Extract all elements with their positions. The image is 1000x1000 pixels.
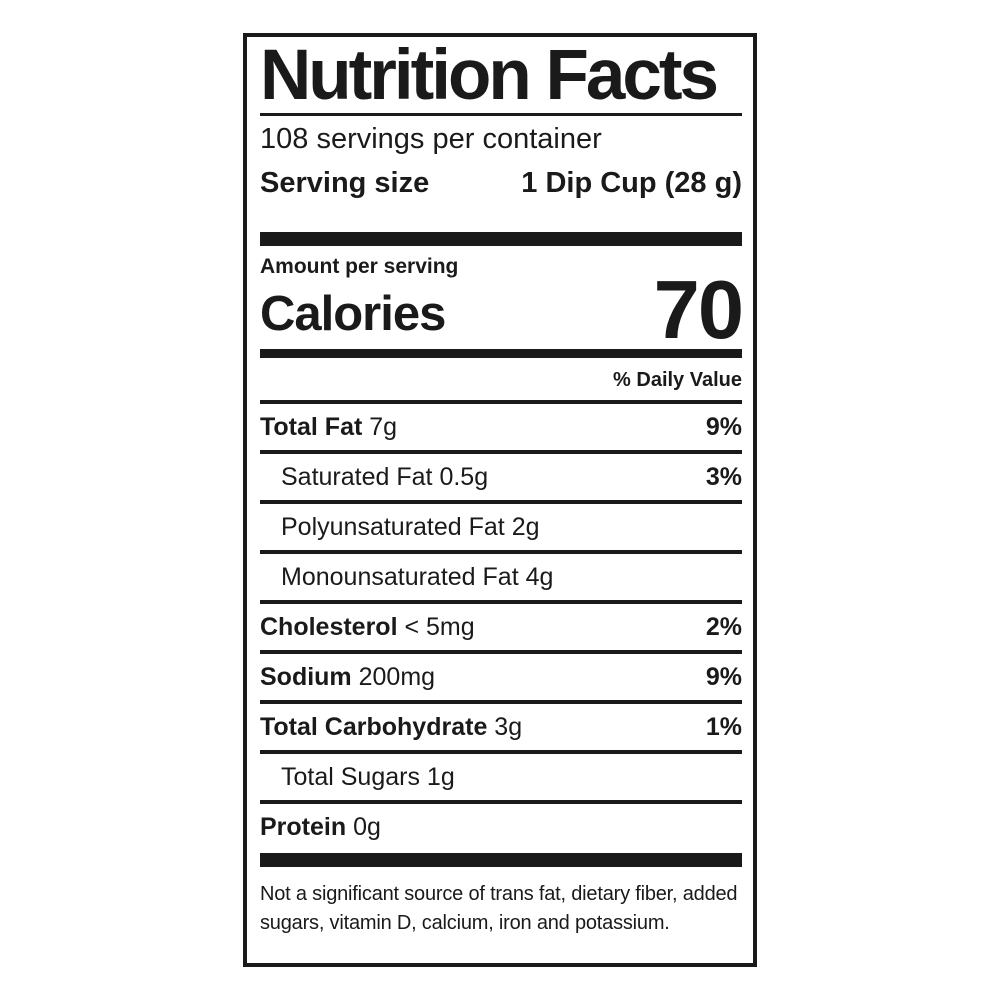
calories-divider bbox=[260, 349, 742, 358]
nutrient-daily-value: 2% bbox=[705, 613, 742, 641]
nutrient-name-amount: Total Carbohydrate 3g bbox=[260, 712, 522, 743]
serving-size-label: Serving size bbox=[260, 167, 430, 199]
nutrient-name: Sodium bbox=[260, 663, 352, 691]
nutrient-name: Total Sugars bbox=[281, 763, 420, 791]
nutrient-row-protein: Protein 0g bbox=[260, 804, 742, 850]
nutrient-row-sodium: Sodium 200mg 9% bbox=[260, 654, 742, 704]
nutrition-facts-label: Nutrition Facts 108 servings per contain… bbox=[243, 33, 757, 967]
serving-size-value: 1 Dip Cup (28 g) bbox=[521, 167, 742, 199]
nutrient-amount: 4g bbox=[525, 563, 554, 591]
nutrient-daily-value: 9% bbox=[705, 663, 742, 691]
nutrient-name-amount: Monounsaturated Fat 4g bbox=[260, 562, 553, 593]
nutrient-name-amount: Sodium 200mg bbox=[260, 662, 435, 693]
nutrient-amount: 200mg bbox=[358, 663, 436, 691]
nutrient-amount: 3g bbox=[494, 713, 523, 741]
nutrient-amount: 0.5g bbox=[439, 463, 489, 491]
label-title: Nutrition Facts bbox=[260, 36, 719, 115]
nutrient-row-saturated-fat: Saturated Fat 0.5g 3% bbox=[260, 454, 742, 504]
nutrient-amount: 2g bbox=[511, 513, 540, 541]
nutrient-name-amount: Saturated Fat 0.5g bbox=[260, 462, 488, 493]
calories-row: Calories 70 bbox=[260, 263, 744, 356]
nutrient-name: Saturated Fat bbox=[281, 463, 433, 491]
nutrient-daily-value: 3% bbox=[705, 463, 742, 491]
nutrient-name-amount: Polyunsaturated Fat 2g bbox=[260, 512, 540, 543]
daily-value-header: % Daily Value bbox=[260, 358, 742, 404]
footnote-text: Not a significant source of trans fat, d… bbox=[260, 883, 738, 934]
nutrient-name-amount: Cholesterol < 5mg bbox=[260, 612, 475, 643]
nutrient-name: Monounsaturated Fat bbox=[281, 563, 519, 591]
nutrient-row-monounsaturated-fat: Monounsaturated Fat 4g bbox=[260, 554, 742, 604]
serving-size-row: Serving size 1 Dip Cup (28 g) bbox=[260, 162, 742, 204]
nutrient-row-cholesterol: Cholesterol < 5mg 2% bbox=[260, 604, 742, 654]
nutrient-name: Total Fat bbox=[260, 413, 363, 441]
calories-label: Calories bbox=[260, 287, 446, 341]
nutrient-name: Protein bbox=[260, 813, 347, 841]
nutrient-row-polyunsaturated-fat: Polyunsaturated Fat 2g bbox=[260, 504, 742, 554]
nutrient-row-total-sugars: Total Sugars 1g bbox=[260, 754, 742, 804]
amount-per-serving-label: Amount per serving bbox=[260, 255, 459, 278]
calories-value: 70 bbox=[653, 263, 744, 356]
title-divider bbox=[260, 113, 742, 116]
nutrient-name: Polyunsaturated Fat bbox=[281, 513, 505, 541]
thick-divider-bottom bbox=[260, 853, 742, 867]
nutrient-daily-value: 9% bbox=[705, 413, 742, 441]
servings-per-container: 108 servings per container bbox=[260, 123, 602, 155]
nutrient-name: Cholesterol bbox=[260, 613, 398, 641]
nutrient-amount: < 5mg bbox=[404, 613, 475, 641]
nutrient-amount: 0g bbox=[353, 813, 381, 841]
nutrient-amount: 7g bbox=[369, 413, 398, 441]
nutrient-row-total-carbohydrate: Total Carbohydrate 3g 1% bbox=[260, 704, 742, 754]
nutrient-amount: 1g bbox=[426, 763, 455, 791]
nutrient-name-amount: Protein 0g bbox=[260, 812, 381, 843]
nutrient-row-total-fat: Total Fat 7g 9% bbox=[260, 404, 742, 454]
nutrient-daily-value: 1% bbox=[705, 713, 742, 741]
nutrient-name-amount: Total Sugars 1g bbox=[260, 762, 455, 793]
nutrient-name: Total Carbohydrate bbox=[260, 713, 488, 741]
thick-divider-top bbox=[260, 232, 742, 246]
nutrient-name-amount: Total Fat 7g bbox=[260, 412, 397, 443]
